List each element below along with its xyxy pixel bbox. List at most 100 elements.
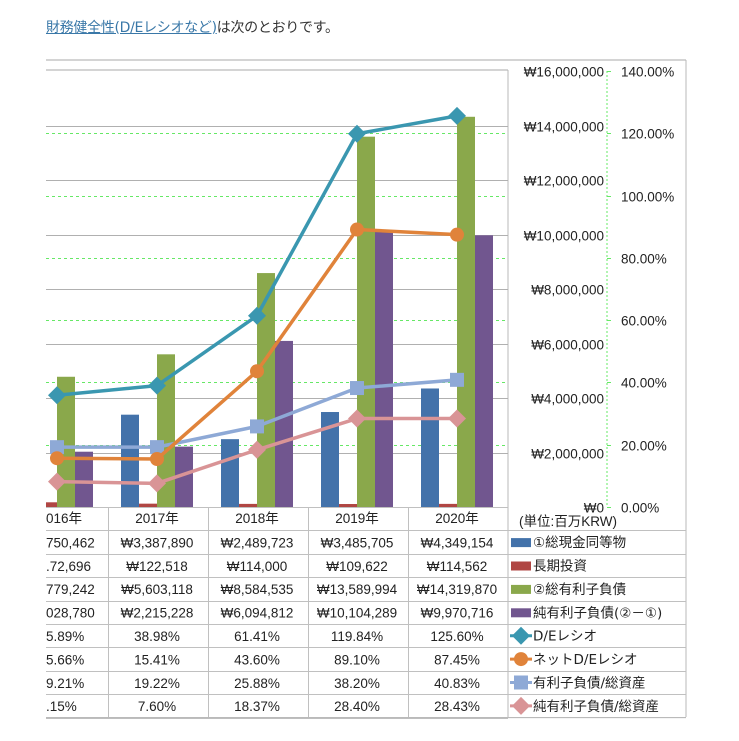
legend-marker-debt_assets [514, 675, 528, 690]
intro-sentence: 財務健全性(D/Eレシオなど)は次のとおりです。 [46, 17, 339, 37]
bar-debt [357, 136, 375, 507]
table-cell: 87.45% [434, 652, 480, 667]
bar-debt [57, 376, 75, 507]
table-cell: ₩14,319,870 [417, 582, 497, 597]
marker-netde [50, 451, 64, 466]
table-cell: 25.88% [234, 676, 280, 691]
table-cell: 43.60% [234, 652, 280, 667]
financial-health-link[interactable]: 財務健全性(D/Eレシオなど) [46, 20, 217, 36]
bar-invest [239, 503, 257, 507]
bar-cash [321, 412, 339, 507]
line-series [48, 106, 466, 493]
table-cell: 5.89% [46, 629, 84, 644]
left-axis-tick-label: ₩6,000,000 [531, 338, 604, 353]
table-cell: 40.83% [434, 676, 480, 691]
marker-debt_assets [450, 372, 464, 387]
table-cell: 028,780 [46, 606, 95, 621]
table-cell: 89.10% [334, 652, 380, 667]
table-cell: 750,462 [46, 535, 95, 550]
bar-invest [139, 503, 157, 507]
marker-de [448, 106, 466, 125]
unit-label: (単位:百万KRW) [519, 514, 617, 529]
marker-de [348, 124, 366, 143]
table-cell: 28.43% [434, 699, 480, 714]
table-cell: .15% [46, 699, 77, 714]
table-cell: .72,696 [46, 559, 91, 574]
bar-cash [21, 432, 39, 507]
table-header-cell: 2018年 [235, 511, 279, 526]
marker-debt_assets [150, 440, 164, 455]
table-cell: ₩3,387,890 [121, 535, 194, 550]
legend-marker-de [512, 626, 530, 645]
marker-debt_assets [50, 440, 64, 455]
legend-marker-netde [514, 652, 528, 667]
table-cell: 38.20% [334, 676, 380, 691]
table-cell: 28.40% [334, 699, 380, 714]
table-cell: 119.84% [331, 629, 383, 644]
table-cell: 125.60% [430, 629, 483, 644]
table-cell: ₩109,622 [326, 559, 388, 574]
legend-label: 長期投資 [533, 559, 587, 575]
right-axis-tick-label: 80.00% [621, 252, 667, 267]
marker-debt_assets [250, 419, 264, 434]
bar-cash [221, 439, 239, 507]
left-axis-tick-label: ₩10,000,000 [524, 229, 604, 244]
table-cell: ₩9,970,716 [421, 606, 494, 621]
marker-de [148, 376, 166, 395]
table-cell: ₩10,104,289 [317, 606, 397, 621]
table-cell: ₩2,215,228 [121, 606, 194, 621]
table-header-cell: 2017年 [135, 511, 179, 526]
table-cell: 5.66% [46, 652, 84, 667]
legend-marker-netdebt_assets [512, 696, 530, 715]
marker-netdebt_assets [48, 472, 66, 491]
left-axis-tick-label: ₩8,000,000 [531, 283, 604, 298]
table-cell: 61.41% [234, 629, 280, 644]
right-axis-tick-label: 20.00% [621, 439, 667, 454]
bar-debt [457, 116, 475, 507]
left-axis-tick-label: ₩0 [584, 501, 604, 516]
left-axis-tick-label: ₩12,000,000 [524, 174, 604, 189]
left-axis-tick-label: ₩2,000,000 [531, 447, 604, 462]
marker-de [48, 386, 66, 405]
left-axis-tick-label: ₩16,000,000 [524, 65, 604, 80]
table-cell: 9.21% [46, 676, 84, 691]
left-axis-tick-label: ₩4,000,000 [531, 392, 604, 407]
table-cell: 18.37% [234, 699, 280, 714]
data-table: 016年 2017年 2018年 2019年 2020年 750,462 ₩3,387,89… [46, 507, 686, 719]
bar-invest [439, 503, 457, 507]
legend-label: ①総現金同等物 [533, 534, 626, 551]
table-cell: ₩5,603,118 [121, 582, 193, 597]
legend-label: ②総有利子負債 [533, 582, 626, 598]
marker-netde [450, 227, 464, 242]
bar-netdebt [175, 446, 193, 507]
intro-rest-text: は次のとおりです。 [216, 20, 339, 36]
legend-swatch-debt [511, 584, 531, 594]
right-axis-tick-label: 0.00% [621, 501, 659, 516]
marker-netdebt_assets [148, 474, 166, 493]
table-cell: ₩8,584,535 [221, 582, 294, 597]
legend-label: 純有利子負債/総資産 [533, 699, 659, 715]
right-axis-tick-label: 120.00% [621, 127, 674, 142]
axes: ₩0 ₩2,000,000 ₩4,000,000 ₩6,000,000 ₩8,000,0… [519, 65, 674, 530]
table-cell: 779,242 [46, 582, 95, 597]
table-cell: ₩4,349,154 [421, 535, 494, 550]
bar-netdebt [75, 451, 93, 507]
table-cell: ₩114,000 [227, 559, 288, 574]
left-axis-tick-label: ₩14,000,000 [524, 120, 604, 135]
legend-label: 有利子負債/総資産 [533, 676, 646, 692]
table-cell: ₩13,589,994 [317, 582, 398, 597]
chart-frame [46, 59, 687, 717]
table-cell: 38.98% [134, 629, 180, 644]
bar-netdebt [275, 340, 293, 507]
bar-cash [421, 388, 439, 507]
marker-debt_assets [350, 381, 364, 396]
table-cell: ₩122,518 [126, 559, 188, 574]
marker-de [248, 306, 266, 325]
table-cell: ₩6,094,812 [221, 606, 294, 621]
bar-cash [121, 414, 139, 507]
legend-swatch-cash [511, 538, 531, 548]
table-cell: 15.41% [134, 652, 180, 667]
right-axis-tick-label: 40.00% [621, 376, 667, 391]
legend-swatch-invest [511, 561, 531, 571]
